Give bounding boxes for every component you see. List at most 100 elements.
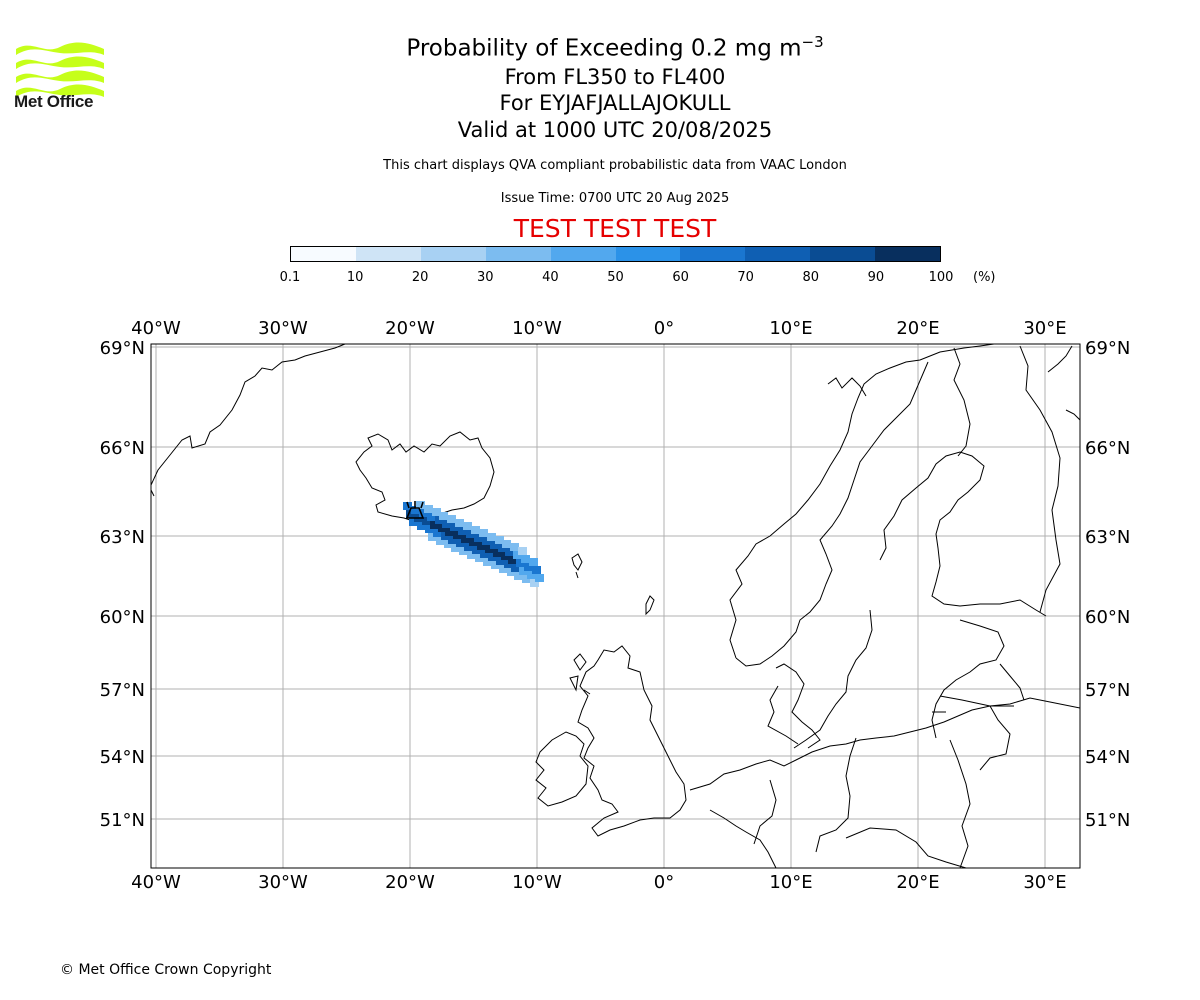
- ash-cell: [502, 540, 511, 548]
- coastlines: [151, 344, 1080, 868]
- ash-cell: [518, 547, 527, 555]
- longitude-label: 20°W: [385, 318, 435, 339]
- greenland-coast: [151, 344, 346, 486]
- logo-text: Met Office: [14, 92, 94, 111]
- great-britain-coast: [577, 645, 687, 837]
- colorbar-tick-label: 80: [802, 270, 820, 285]
- ash-cell: [424, 505, 433, 513]
- longitude-label: 20°E: [896, 318, 939, 339]
- ash-cell: [480, 550, 489, 558]
- ash-cell: [524, 563, 533, 571]
- map-frame: [150, 343, 1081, 869]
- ash-cell: [432, 508, 441, 516]
- ash-cell: [464, 543, 473, 551]
- ash-cell: [455, 519, 464, 527]
- latitude-label: 51°N: [1085, 810, 1130, 831]
- ash-cell: [430, 521, 439, 529]
- ash-cell: [445, 528, 454, 536]
- ash-cell: [427, 513, 436, 521]
- latitude-label: 63°N: [100, 527, 145, 548]
- colorbar-segment: [291, 247, 356, 261]
- latitude-label: 54°N: [100, 747, 145, 768]
- ash-cell: [451, 544, 460, 552]
- longitude-label: 0°: [654, 318, 674, 339]
- latitude-label: 69°N: [1085, 338, 1130, 359]
- colorbar-segment: [615, 247, 681, 261]
- ash-cell: [467, 551, 476, 559]
- colorbar-segment: [745, 247, 811, 261]
- longitude-label: 10°W: [512, 872, 562, 893]
- latitude-label: 69°N: [100, 338, 145, 359]
- colorbar-segment: [875, 247, 941, 261]
- ash-cell: [428, 533, 437, 541]
- ash-cell: [471, 526, 480, 534]
- valid-time: Valid at 1000 UTC 20/08/2025: [457, 118, 773, 142]
- faroe-coast: [571, 553, 583, 579]
- colorbar-tick-label: 30: [477, 270, 494, 285]
- ash-cell: [522, 575, 531, 583]
- ash-cell: [406, 510, 415, 518]
- axis-labels: 40°W 40°W 30°W 30°W 20°W 20°W 10°W 10°W 0° 0° 10°E…: [100, 318, 1131, 893]
- ash-cell: [458, 527, 467, 535]
- latitude-label: 57°N: [1085, 680, 1130, 701]
- ash-cell: [514, 572, 523, 580]
- ash-cell: [529, 558, 538, 566]
- europe-north-coast: [689, 697, 1080, 791]
- ash-cell: [447, 515, 456, 523]
- ash-cell: [463, 522, 472, 530]
- ash-cell: [419, 509, 428, 517]
- ash-cell: [521, 555, 530, 563]
- colorbar-tick-label: 20: [411, 270, 429, 285]
- ash-cell: [535, 574, 544, 582]
- volcano-icon: [405, 501, 425, 519]
- longitude-label: 30°W: [258, 872, 308, 893]
- ash-cell: [469, 538, 478, 546]
- colorbar-segment: [420, 247, 486, 261]
- ash-cell: [417, 522, 426, 530]
- latitude-label: 60°N: [1085, 607, 1130, 628]
- ash-cell: [511, 564, 520, 572]
- colorbar-segment: [355, 247, 421, 261]
- ash-cell: [474, 534, 483, 542]
- ash-cell: [450, 523, 459, 531]
- ash-cell: [485, 545, 494, 553]
- latitude-label: 54°N: [1085, 747, 1130, 768]
- longitude-label: 20°W: [385, 872, 435, 893]
- ash-cell: [456, 539, 465, 547]
- ash-cell: [436, 537, 445, 545]
- chart-title: Probability of Exceeding 0.2 mg m−3: [406, 33, 824, 62]
- colorbar-tick-label: 50: [607, 270, 624, 285]
- shetland-coast: [645, 595, 655, 616]
- ash-cell: [493, 549, 502, 557]
- ash-cell: [416, 501, 425, 509]
- ash-cell: [439, 512, 448, 520]
- ash-cell: [499, 565, 508, 573]
- ireland-coast: [535, 731, 589, 807]
- longitude-label: 20°E: [896, 872, 939, 893]
- colorbar-tick-label: 100: [928, 270, 954, 285]
- ash-cell: [472, 546, 481, 554]
- ash-cell: [442, 520, 451, 528]
- longitude-label: 10°E: [769, 872, 812, 893]
- baltic-coast: [879, 451, 1047, 617]
- colorbar-tick-label: 60: [672, 270, 689, 285]
- ash-cell: [409, 518, 418, 526]
- ash-cell: [496, 557, 505, 565]
- ash-cell: [508, 556, 517, 564]
- ash-cell: [532, 566, 541, 574]
- latitude-label: 63°N: [1085, 527, 1130, 548]
- probability-colorbar: [290, 246, 941, 262]
- ash-cell: [483, 558, 492, 566]
- ash-cell: [510, 543, 519, 551]
- issue-time: Issue Time: 0700 UTC 20 Aug 2025: [500, 191, 730, 206]
- ash-cell: [422, 517, 431, 525]
- latitude-label: 66°N: [1085, 438, 1130, 459]
- ash-cell: [425, 525, 434, 533]
- scandinavia-coast: [729, 344, 995, 659]
- ash-cell: [488, 553, 497, 561]
- latitude-label: 60°N: [100, 607, 145, 628]
- chart-description: This chart displays QVA compliant probab…: [383, 158, 847, 173]
- colorbar-segment: [680, 247, 746, 261]
- longitude-label: 10°E: [769, 318, 812, 339]
